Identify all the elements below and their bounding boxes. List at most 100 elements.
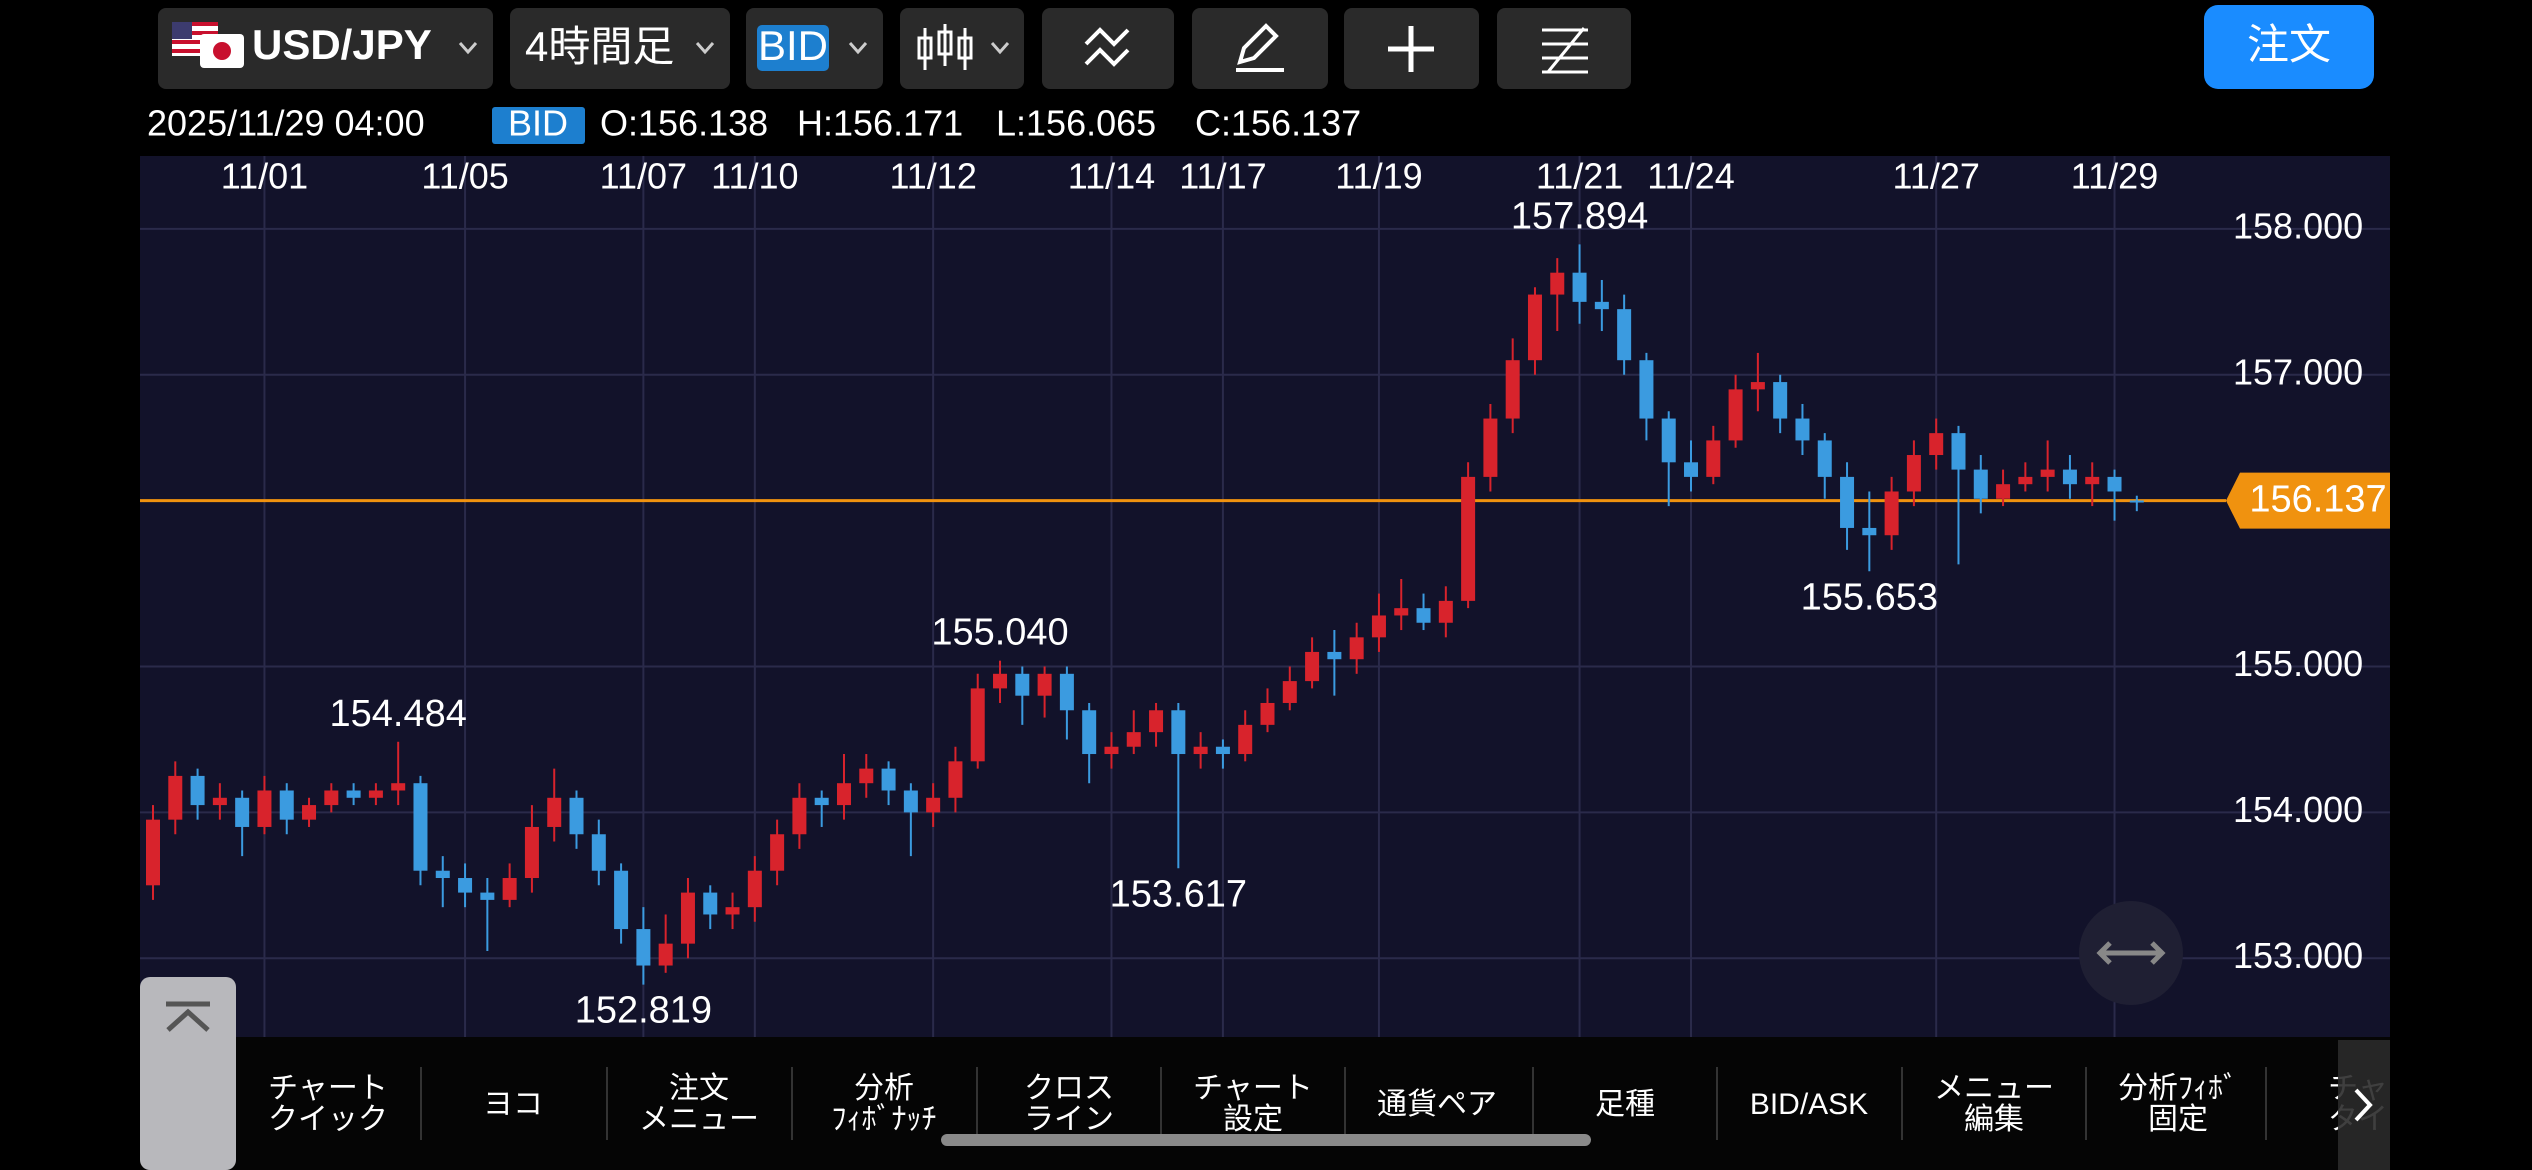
menu-item-label[interactable]: 編集 [1964,1103,2024,1136]
candle-body [368,790,383,798]
menu-item-label[interactable]: ﾌｨﾎﾞﾅｯﾁ [832,1103,937,1136]
menu-scroll-icon [2354,1088,2373,1122]
candle-body [1149,710,1164,733]
candle-body [1550,272,1565,295]
candle-body [1104,746,1119,755]
candle-body [1617,309,1632,361]
candle-body [324,790,339,806]
y-tick-label: 153.000 [2233,935,2363,976]
candle-icon [917,24,973,70]
candle-body [1773,382,1788,419]
candle-body [1795,418,1810,441]
chevron [695,42,715,55]
candle-body [1260,702,1275,725]
pencil-icon [1236,23,1284,72]
collapse-button[interactable] [140,977,236,1170]
candle-body [1750,382,1765,390]
candle-body [2018,476,2033,485]
ohlc-low: L:156.065 [996,103,1156,144]
indicator-button[interactable] [1042,8,1174,89]
candle-body [168,775,183,820]
high-annotation: 154.484 [330,693,467,735]
candle-body [391,783,406,791]
candle-body [614,870,629,930]
menu-item-label[interactable]: クロス [1024,1072,1114,1105]
flag [172,22,244,68]
candle-body [346,790,361,798]
menu-item-label[interactable]: 注文 [669,1072,729,1105]
x-tick-label: 11/10 [711,156,798,197]
x-tick-label: 11/29 [2071,156,2158,197]
candle-body [703,892,718,915]
candle-body [1416,608,1431,623]
high-annotation: 155.040 [931,612,1068,654]
toolbar: USD/JPY 4時間足 BID 注文 [158,5,2374,89]
menu-item-label[interactable]: チャート [268,1072,388,1105]
timeframe-button[interactable] [510,8,730,89]
candle-body [680,892,695,944]
candle-body [658,943,673,966]
low-annotation: 152.819 [575,990,712,1032]
candle-body [2040,469,2055,477]
bid-badge [492,107,585,144]
candle-body [1527,294,1542,361]
candle-body [1706,440,1721,477]
candle-body [2129,500,2144,503]
menu-item-label[interactable]: 分析 [854,1072,914,1105]
low-annotation: 153.617 [1110,873,1247,915]
candle-body [1349,637,1364,660]
candle-body [2085,476,2100,485]
chevron [458,42,478,55]
menu-item-label[interactable]: メニュー [1934,1072,2054,1105]
x-tick-label: 11/17 [1179,156,1266,197]
candle-body [1906,455,1921,492]
candle-body [502,878,517,900]
menu-item-label[interactable]: チャート [1193,1072,1313,1105]
menu-item-label[interactable]: 足種 [1595,1088,1655,1121]
menu-item-label[interactable]: ヨコ [483,1088,543,1121]
candle-body [257,790,272,827]
lines-button[interactable] [1497,8,1631,89]
candle-body [569,797,584,835]
candle-body [1728,389,1743,441]
candle-body [2107,476,2122,492]
menu-item-label[interactable]: BID/ASK [1750,1088,1868,1121]
x-tick-label: 11/14 [1068,156,1155,197]
ohlc-open: O:156.138 [600,103,768,144]
draw-button[interactable] [1192,8,1328,89]
candle-body [1817,440,1832,477]
candle-body [881,768,896,791]
candle-body [1594,301,1609,310]
candle-body [1996,484,2011,499]
x-tick-label: 11/12 [889,156,976,197]
menu-item-label[interactable]: 分析ﾌｨﾎﾞ [2118,1072,2238,1105]
candle-body [747,870,762,908]
menu-item-label[interactable]: 固定 [2148,1103,2208,1136]
candle-body [993,673,1008,689]
candle-body [1059,673,1074,711]
chart-type-button[interactable] [900,8,1024,89]
order-button[interactable] [2204,5,2374,89]
candle-body [1082,710,1097,755]
price-type-label: BID [758,22,828,69]
menu-item-label[interactable]: 設定 [1223,1103,1283,1136]
candle-body [1015,673,1030,696]
candle-body [547,797,562,827]
pair-button[interactable] [158,8,493,89]
candle-body [146,819,160,886]
candle-body [859,768,874,784]
candle-body [1951,433,1966,470]
menu-item-label[interactable]: 通貨ペア [1377,1088,1497,1121]
menu-item-label[interactable]: ライン [1024,1103,1114,1136]
candle-body [1505,360,1520,419]
candle-body [524,826,539,879]
menu-item-label[interactable]: メニュー [639,1103,759,1136]
menu-item-label[interactable]: クイック [268,1103,388,1136]
menu-scroll-button[interactable] [2338,1040,2390,1170]
info-row: 2025/11/29 04:00 BID O:156.138 H:156.171… [147,103,1361,144]
order-label: 注文 [2247,21,2331,68]
candle-body [1684,462,1699,477]
